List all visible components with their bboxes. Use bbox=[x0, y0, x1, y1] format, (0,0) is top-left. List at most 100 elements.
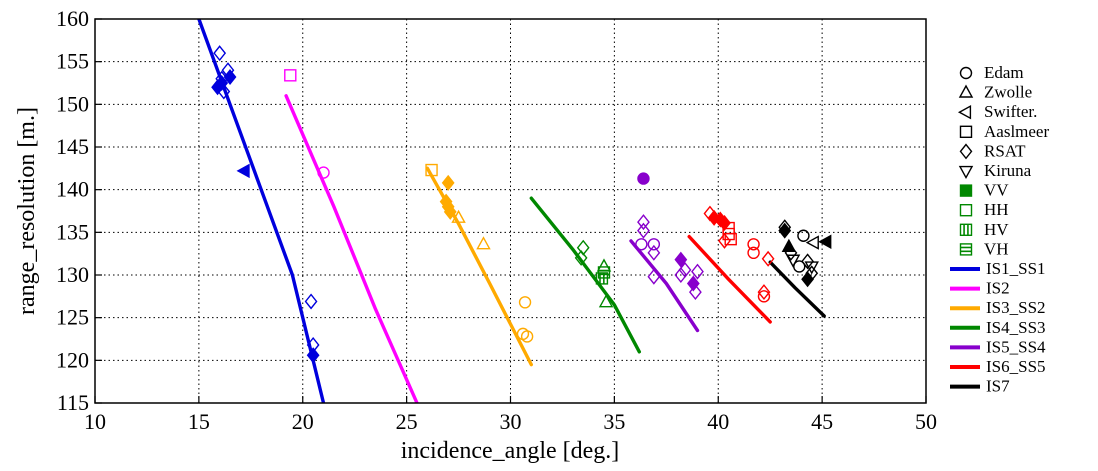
marker-triangle-down bbox=[804, 261, 819, 275]
marker-square bbox=[959, 223, 973, 237]
series-line-is3_ss2 bbox=[425, 166, 533, 367]
marker-diamond bbox=[689, 284, 702, 301]
marker-diamond bbox=[215, 75, 229, 91]
data-point-is7 bbox=[784, 244, 798, 261]
data-point-is7 bbox=[818, 234, 832, 249]
marker-circle bbox=[793, 260, 806, 273]
legend-marker-edam bbox=[959, 66, 973, 80]
data-point-is1_ss1 bbox=[306, 347, 320, 364]
marker-diamond bbox=[574, 249, 588, 266]
series-line-is2 bbox=[284, 94, 419, 403]
legend-marker-vh bbox=[959, 243, 973, 256]
x-tick-label: 15 bbox=[188, 409, 210, 434]
x-tick-label: 45 bbox=[811, 409, 833, 434]
data-point-is7 bbox=[804, 261, 819, 275]
marker-triangle-down bbox=[785, 254, 801, 268]
marker-diamond bbox=[304, 293, 318, 310]
data-point-is5_ss4 bbox=[674, 251, 688, 268]
legend-label-is2: IS2 bbox=[986, 279, 1010, 298]
marker-triangle-up bbox=[451, 209, 466, 223]
marker-diamond bbox=[213, 45, 227, 62]
y-tick-label: 130 bbox=[56, 262, 89, 287]
x-axis-label: incidence_angle [deg.] bbox=[401, 438, 620, 464]
series-line-is7 bbox=[768, 260, 826, 318]
legend-label-vh: VH bbox=[984, 239, 1009, 258]
grid-lines bbox=[95, 19, 926, 403]
data-point-is3_ss2 bbox=[451, 209, 466, 223]
marker-diamond bbox=[443, 203, 457, 220]
legend-label-rsat: RSAT bbox=[984, 141, 1026, 160]
legend-marker-hh bbox=[959, 203, 973, 217]
data-point-is6_ss5 bbox=[757, 290, 771, 303]
y-tick-label: 135 bbox=[56, 219, 89, 244]
x-tick-label: 35 bbox=[603, 409, 625, 434]
marker-square bbox=[284, 69, 297, 82]
series-line-is5_ss4 bbox=[629, 239, 700, 333]
data-point-is1_ss1 bbox=[213, 45, 227, 62]
data-point-is5_ss4 bbox=[647, 238, 661, 251]
marker-diamond bbox=[637, 214, 650, 231]
legend-marker-zwolle bbox=[958, 84, 974, 98]
y-tick-label: 150 bbox=[56, 91, 89, 116]
marker-triangle-left bbox=[236, 163, 250, 179]
marker-diamond bbox=[637, 222, 650, 239]
series-curves bbox=[197, 19, 826, 403]
data-point-is3_ss2 bbox=[476, 236, 491, 250]
marker-diamond bbox=[441, 174, 455, 191]
marker-diamond bbox=[805, 265, 819, 282]
y-tick-label: 125 bbox=[56, 305, 89, 330]
marker-diamond bbox=[778, 222, 792, 239]
marker-diamond bbox=[223, 69, 237, 86]
marker-diamond bbox=[647, 268, 661, 285]
data-point-is7 bbox=[778, 222, 792, 239]
series-line-is4_ss3 bbox=[529, 196, 641, 354]
marker-diamond bbox=[784, 244, 798, 261]
marker-triangle-up bbox=[958, 84, 974, 98]
series-line-is1_ss1 bbox=[197, 19, 326, 403]
data-point-is7 bbox=[805, 265, 819, 282]
data-point-is6_ss5 bbox=[724, 232, 737, 246]
data-point-is7 bbox=[805, 235, 819, 250]
data-point-is6_ss5 bbox=[747, 246, 760, 260]
marker-triangle-left bbox=[818, 234, 832, 249]
x-tick-label: 40 bbox=[707, 409, 729, 434]
marker-circle bbox=[747, 246, 760, 260]
data-points bbox=[211, 45, 832, 364]
data-point-is3_ss2 bbox=[518, 296, 532, 309]
data-point-is4_ss3 bbox=[574, 249, 588, 266]
legend-label-is4_ss3: IS4_SS3 bbox=[986, 318, 1046, 337]
legend-label-is7: IS7 bbox=[986, 377, 1010, 396]
marker-square bbox=[425, 163, 438, 177]
x-tick-label: 50 bbox=[915, 409, 937, 434]
data-point-is5_ss4 bbox=[647, 244, 661, 261]
data-point-is4_ss3 bbox=[595, 272, 609, 285]
legend-label-is3_ss2: IS3_SS2 bbox=[986, 298, 1046, 317]
legend-label-is5_ss4: IS5_SS4 bbox=[986, 337, 1046, 356]
marker-circle bbox=[959, 66, 973, 80]
x-tick-label: 20 bbox=[292, 409, 314, 434]
data-point-is5_ss4 bbox=[635, 238, 648, 251]
marker-triangle-up bbox=[781, 238, 797, 252]
marker-triangle-down bbox=[958, 165, 974, 180]
y-tick-label: 160 bbox=[56, 6, 89, 31]
data-point-is6_ss5 bbox=[757, 284, 771, 301]
data-point-is7 bbox=[793, 260, 806, 273]
data-point-is2 bbox=[317, 166, 330, 179]
legend-label-kiruna: Kiruna bbox=[984, 161, 1032, 180]
data-point-is5_ss4 bbox=[647, 268, 661, 285]
y-axis-label: range_resolution [m.] bbox=[14, 107, 40, 315]
marker-triangle-up bbox=[598, 294, 614, 308]
marker-diamond bbox=[674, 267, 688, 283]
legend-label-edam: Edam bbox=[984, 63, 1024, 82]
data-point-is1_ss1 bbox=[215, 75, 229, 91]
data-point-is3_ss2 bbox=[520, 330, 534, 343]
y-tick-label: 115 bbox=[57, 390, 89, 415]
data-point-is7 bbox=[785, 254, 801, 268]
marker-diamond bbox=[757, 284, 771, 301]
data-point-is5_ss4 bbox=[637, 172, 650, 185]
legend-marker-kiruna bbox=[958, 165, 974, 180]
series-line-is6_ss5 bbox=[687, 234, 772, 324]
y-tick-label: 155 bbox=[56, 49, 89, 74]
legend-label-swifter-: Swifter. bbox=[984, 102, 1037, 121]
marker-triangle-up bbox=[476, 236, 491, 250]
